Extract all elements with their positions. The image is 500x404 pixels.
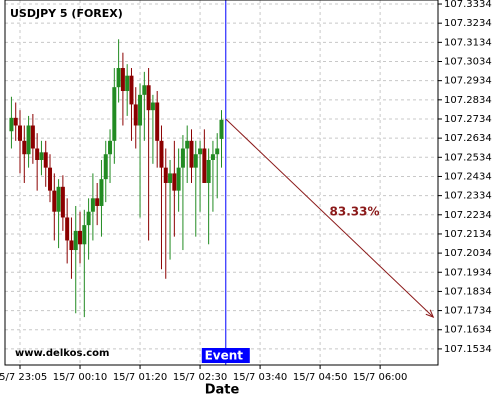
candle-body xyxy=(185,140,190,149)
candle-body xyxy=(99,179,104,206)
projection-arrow xyxy=(225,118,434,318)
candle-body xyxy=(193,154,198,168)
x-tick-label: 15/7 04:50 xyxy=(293,372,347,383)
candle-body xyxy=(138,94,143,126)
candle-body xyxy=(150,102,155,111)
candles: Event 83.33% xyxy=(9,0,435,365)
chart-title: USDJPY 5 (FOREX) xyxy=(10,7,123,20)
candle-body xyxy=(69,240,74,251)
candle-body xyxy=(163,167,168,183)
x-tick-label: 15/7 00:10 xyxy=(53,372,107,383)
candle-body xyxy=(146,85,151,111)
x-tick-label: 15/7 01:20 xyxy=(113,372,167,383)
arrow-head xyxy=(425,309,435,318)
candle-body xyxy=(125,75,130,92)
candle-body xyxy=(108,140,113,155)
candle-body xyxy=(65,217,70,241)
candle-body xyxy=(86,211,91,226)
candle-body xyxy=(30,125,35,149)
candle-body xyxy=(39,152,44,160)
y-tick-label: 107.1734 xyxy=(444,306,492,317)
candle-body xyxy=(78,230,83,245)
candle-body xyxy=(35,148,40,160)
y-tick-label: 107.2634 xyxy=(444,133,492,144)
x-tick-label: 15/7 02:30 xyxy=(173,372,227,383)
candle-body xyxy=(13,117,18,126)
candle-body xyxy=(82,225,87,245)
plot-frame xyxy=(4,0,439,366)
candle-body xyxy=(176,167,181,191)
candle-body xyxy=(198,148,203,155)
axes: 107.3334 107.3234 107.3134 107.3034 107.2934… xyxy=(0,0,492,383)
event-label: Event xyxy=(205,349,244,363)
y-tick-label: 107.3034 xyxy=(444,57,492,68)
candle-body xyxy=(206,159,211,183)
y-tick-label: 107.3334 xyxy=(444,0,492,10)
candle-body xyxy=(90,198,95,212)
candle-body xyxy=(219,119,224,139)
y-tick-label: 107.1634 xyxy=(444,325,492,336)
candle-body xyxy=(210,154,215,160)
candle-body xyxy=(120,68,125,92)
candle-body xyxy=(18,125,23,141)
candle-body xyxy=(48,167,53,191)
candle-body xyxy=(95,198,100,206)
candle-body xyxy=(172,173,177,191)
event-badge xyxy=(201,348,250,363)
candle-body xyxy=(26,125,31,155)
candle-body xyxy=(56,186,61,212)
y-tick-label: 107.2434 xyxy=(444,171,492,182)
candle-body xyxy=(189,140,194,168)
candle-body xyxy=(180,148,185,168)
candle-body xyxy=(52,190,57,212)
candle-body xyxy=(168,173,173,183)
y-tick-label: 107.2234 xyxy=(444,210,492,221)
candle-body xyxy=(9,117,14,132)
candle-body xyxy=(142,85,147,95)
y-tick-label: 107.2934 xyxy=(444,76,492,87)
candle-body xyxy=(159,140,164,168)
candle-body xyxy=(133,104,138,126)
candle-body xyxy=(202,148,207,183)
candle-body xyxy=(43,152,48,168)
candle-body xyxy=(116,68,121,88)
y-tick-label: 107.2834 xyxy=(444,95,492,106)
y-tick-label: 107.3134 xyxy=(444,37,492,48)
y-tick-label: 107.2134 xyxy=(444,229,492,240)
y-tick-label: 107.1834 xyxy=(444,286,492,297)
candle-body xyxy=(73,230,78,251)
candle-body xyxy=(129,75,134,105)
candle-body xyxy=(22,140,27,155)
y-tick-label: 107.1534 xyxy=(444,344,492,355)
projection-label: 83.33% xyxy=(330,205,380,219)
x-tick-label: 15/7 23:05 xyxy=(0,372,47,383)
y-tick-label: 107.2034 xyxy=(444,248,492,259)
candle-body xyxy=(112,87,117,141)
y-tick-label: 107.1934 xyxy=(444,267,492,278)
x-axis-title: Date xyxy=(205,383,240,398)
watermark: www.delkos.com xyxy=(15,348,109,359)
candle-body xyxy=(60,186,65,218)
y-tick-label: 107.2334 xyxy=(444,191,492,202)
x-tick-label: 15/7 03:40 xyxy=(233,372,287,383)
x-tick-label: 15/7 06:00 xyxy=(353,372,407,383)
y-tick-label: 107.2734 xyxy=(444,114,492,125)
candle-body xyxy=(215,148,220,155)
candle-body xyxy=(155,102,160,141)
candle-body xyxy=(103,154,108,180)
y-tick-label: 107.2534 xyxy=(444,152,492,163)
y-tick-label: 107.3234 xyxy=(444,18,492,29)
